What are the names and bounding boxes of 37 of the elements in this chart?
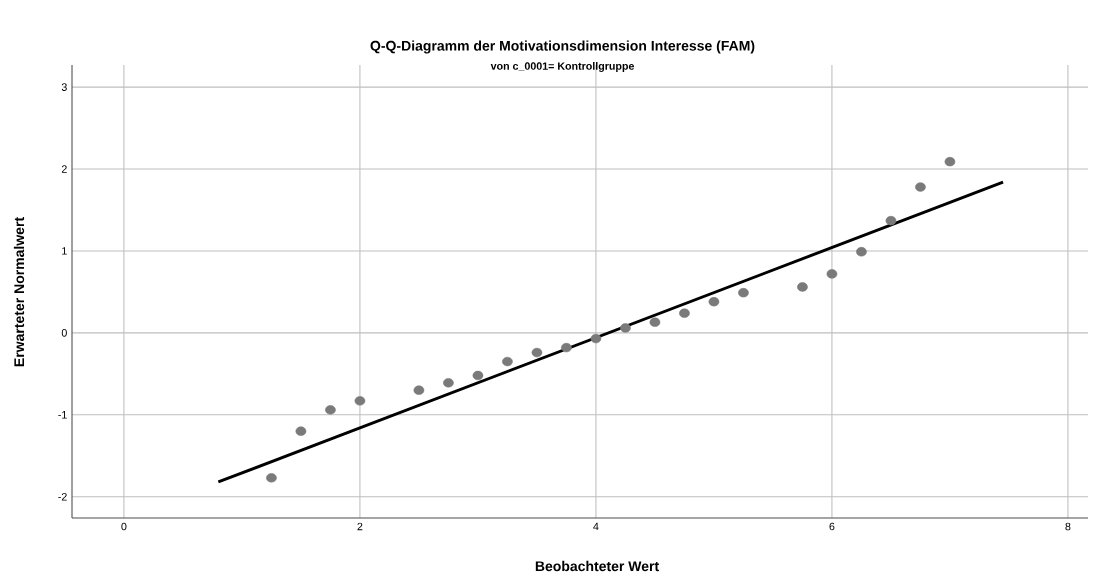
y-tick-label: -1 [58,411,67,419]
point [944,156,956,167]
point [502,356,513,367]
x-tick-label: 0 [121,522,127,531]
point [797,282,808,292]
point [561,342,572,353]
point [885,215,897,226]
point [325,405,336,415]
point [679,308,690,318]
point [649,317,661,327]
point [915,182,926,192]
point [354,396,366,406]
point [620,323,631,333]
point [708,297,720,307]
point [295,426,307,436]
y-tick-label: 1 [62,247,67,255]
y-tick-label: 2 [61,165,67,173]
point [531,347,543,358]
x-tick-label: 4 [593,522,599,531]
point [266,473,277,483]
chart-subtitle: von c_0001= Kontrollgruppe [490,61,635,72]
point [472,370,484,381]
chart-title: Q-Q-Diagramm der Motivationsdimension Interesse (FAM) [370,40,755,54]
x-axis-title: Beobachteter Wert [535,560,659,572]
point [826,269,838,279]
y-tick-label: 0 [61,329,67,337]
point [590,333,602,344]
x-tick-label: 6 [829,522,835,531]
point [443,378,454,388]
y-axis-title: Erwarteter Normalwert [13,217,25,367]
x-tick-label: 8 [1065,522,1071,531]
point [738,288,749,298]
x-tick-label: 2 [357,522,363,531]
y-tick-label: 3 [61,83,67,91]
point [413,385,425,395]
point [856,247,867,257]
y-tick-label: -2 [58,492,67,501]
